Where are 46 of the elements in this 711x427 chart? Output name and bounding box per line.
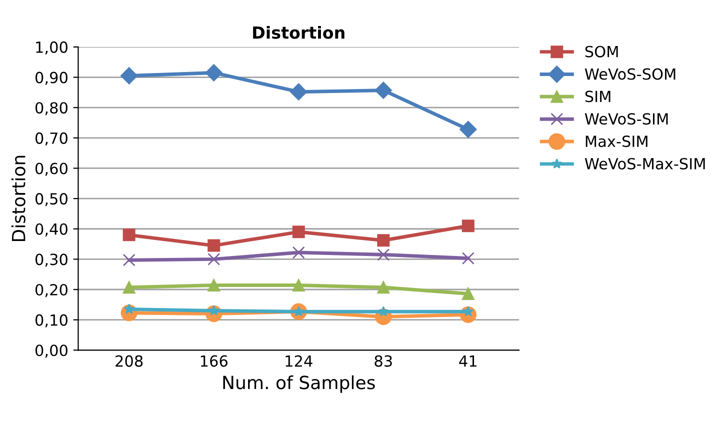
- legend-label: Max-SIM: [586, 136, 648, 148]
- point: [462, 288, 474, 300]
- legend-label: SIM: [585, 90, 610, 102]
- point: [462, 220, 474, 232]
- y-tick-label: 0,10: [35, 314, 68, 328]
- point: [377, 248, 390, 261]
- y-tick-label: 0,00: [35, 344, 68, 358]
- legend-label: WeVoS-Max-SIM: [584, 158, 705, 170]
- point: [122, 281, 136, 294]
- y-tick-label: 0,90: [35, 72, 68, 85]
- point: [205, 64, 222, 82]
- x-tick-label: 124: [286, 355, 312, 367]
- x-tick-label: 166: [200, 355, 228, 367]
- x-tick-label: 41: [459, 355, 476, 367]
- x-tick-label: 208: [116, 355, 143, 367]
- point: [460, 120, 477, 138]
- point: [462, 252, 474, 265]
- x-axis-title: Num. of Samples: [223, 375, 375, 393]
- point: [208, 252, 220, 266]
- y-tick-label: 0,30: [35, 254, 68, 267]
- point: [122, 254, 136, 266]
- point: [120, 67, 138, 84]
- point: [208, 279, 220, 292]
- y-axis-title: Distortion: [11, 156, 26, 242]
- y-tick-label: 0,80: [35, 102, 68, 116]
- y-tick-label: 0,50: [35, 193, 68, 206]
- y-tick-label: 0,20: [35, 284, 68, 298]
- point: [292, 226, 305, 238]
- y-tick-label: 0,40: [35, 223, 68, 236]
- chart-title: Distortion: [253, 26, 344, 39]
- y-tick-label: 0,60: [35, 162, 68, 176]
- point: [290, 83, 308, 100]
- legend-label: SOM: [585, 46, 618, 58]
- point: [377, 234, 390, 247]
- y-tick-label: 0,70: [35, 132, 68, 146]
- legend-label: WeVoS-SOM: [584, 68, 676, 80]
- point: [377, 281, 390, 294]
- point: [292, 246, 305, 259]
- point: [374, 82, 392, 99]
- x-tick-label: 83: [374, 355, 392, 367]
- legend-label: WeVoS-SIM: [584, 113, 668, 125]
- point: [378, 306, 389, 316]
- y-tick-label: 1,00: [36, 41, 68, 55]
- point: [208, 239, 220, 252]
- point: [122, 228, 136, 242]
- point: [292, 279, 305, 292]
